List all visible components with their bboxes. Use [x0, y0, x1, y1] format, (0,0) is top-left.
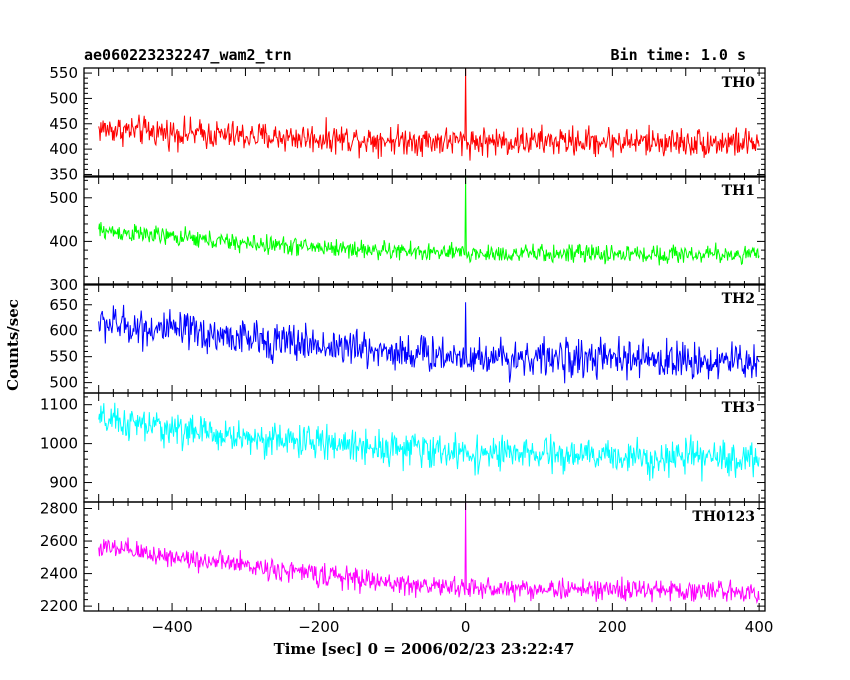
y-tick-label: 500: [49, 89, 78, 107]
panel-th0123: 2200 2400 2600 2800 TH0123: [40, 500, 766, 615]
y-tick-label: 2800: [40, 500, 78, 518]
series-line-th1: [98, 176, 760, 266]
y-tick-label: 350: [49, 165, 78, 183]
panel-th3: 900 1000 1100 TH3: [40, 392, 766, 503]
y-tick-label: 500: [49, 189, 78, 207]
bin-time-label: Bin time: 1.0 s: [611, 46, 746, 64]
panel-label-th2: TH2: [722, 291, 755, 307]
series-line-th3: [98, 402, 760, 482]
chart-title: ae060223232247_wam2_trn: [84, 46, 292, 64]
y-tick-label: 550: [49, 348, 78, 366]
y-tick-label: 400: [49, 140, 78, 158]
y-tick-label: 450: [49, 115, 78, 133]
panel-frame: [83, 175, 766, 286]
y-tick-label: 2400: [40, 565, 78, 583]
panel-label-th0123: TH0123: [692, 509, 755, 525]
panel-frame: [83, 283, 766, 394]
panel-frame: [83, 501, 766, 612]
y-tick-label: 900: [49, 474, 78, 492]
x-tick-label: −200: [298, 618, 339, 636]
series-line-th2: [98, 302, 760, 384]
y-tick-label: 2600: [40, 532, 78, 550]
series-line-th0123: [98, 502, 760, 604]
y-tick-label: 500: [49, 374, 78, 392]
panel-th1: 300 400 500 TH1: [49, 175, 766, 294]
panel-label-th0: TH0: [722, 75, 756, 91]
panel-label-th3: TH3: [722, 400, 755, 416]
x-tick-label: 0: [461, 618, 471, 636]
panel-th0: 350 400 450 500 550 TH0: [49, 64, 766, 183]
panel-label-th1: TH1: [722, 183, 755, 199]
y-tick-label: 2200: [40, 597, 78, 615]
y-tick-label: 600: [49, 322, 78, 340]
x-tick-label: 400: [745, 618, 774, 636]
y-tick-label: 650: [49, 296, 78, 314]
y-tick-label: 1100: [40, 396, 78, 414]
x-axis: −400 −200 0 200 400: [151, 618, 773, 636]
y-axis-label: Counts/sec: [4, 299, 22, 391]
panel-th2: 500 550 600 650 TH2: [49, 283, 766, 394]
y-tick-label: 550: [49, 64, 78, 82]
x-tick-label: 200: [598, 618, 627, 636]
panels-group: 350 400 450 500 550 TH0 300 400 500 TH1 500 550 600 6…: [40, 64, 766, 615]
x-tick-label: −400: [151, 618, 192, 636]
y-tick-label: 300: [49, 276, 78, 294]
x-axis-label: Time [sec] 0 = 2006/02/23 23:22:47: [274, 640, 575, 658]
series-line-th0: [98, 68, 760, 161]
y-tick-label: 400: [49, 232, 78, 250]
panel-frame: [83, 67, 766, 178]
y-tick-label: 1000: [40, 435, 78, 453]
